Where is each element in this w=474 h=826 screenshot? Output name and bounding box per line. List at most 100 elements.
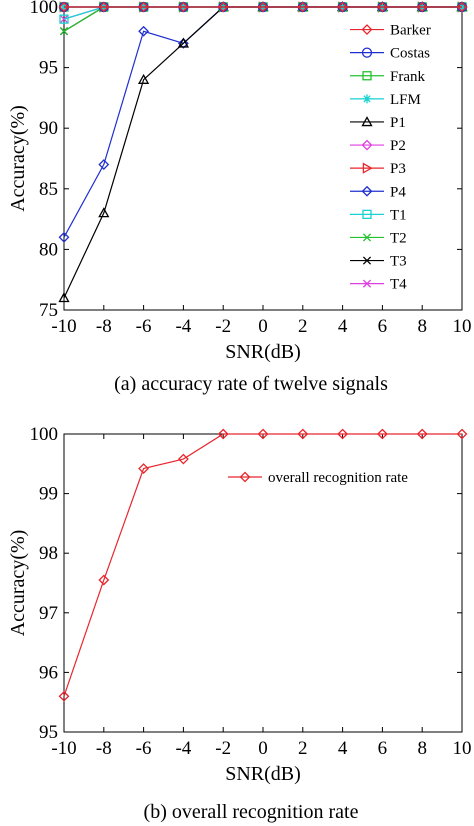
legend-marker [362,71,372,81]
data-point [297,428,309,440]
legend-entry: P1 [350,115,406,131]
data-point [376,1,388,13]
legend-label: T3 [390,254,407,270]
x-axis-label: SNR(dB) [225,341,301,363]
y-tick-label: 85 [39,179,58,200]
legend-marker [362,233,372,242]
legend-entry: Frank [350,69,425,85]
x-tick-label: 0 [258,738,268,759]
data-point [297,1,309,13]
legend-label: Frank [390,69,425,85]
chart-b: -10 -8 -6 -4 -2 0 2 4 6 8 10 95 96 97 98 99 100 SNR(dB) Ac… [7,424,472,823]
y-tick-label: 75 [39,300,58,321]
legend-marker [361,47,373,58]
data-point [98,207,110,218]
y-tick-label: 100 [30,0,59,18]
y-axis-label: Accuracy(%) [7,105,29,212]
data-point [58,231,70,243]
x-tick-label: -2 [215,316,231,337]
y-tick-label: 100 [30,424,59,445]
x-tick-label: -2 [215,738,231,759]
x-tick-label: -4 [175,316,191,337]
legend-label: Barker [390,23,431,39]
data-point [456,428,468,440]
x-tick-label: 0 [258,316,268,337]
y-tick-label: 96 [39,662,58,683]
legend-box [344,14,456,300]
data-point [257,428,269,440]
x-tick-label: 10 [453,738,472,759]
legend-label: T2 [390,230,407,246]
x-tick-label: 6 [378,738,388,759]
series-barker [58,1,468,13]
y-tick-label: 98 [39,543,58,564]
x-tick-label: 8 [417,738,427,759]
y-axis-label: Accuracy(%) [7,530,29,637]
legend-marker [362,94,372,104]
data-point [58,292,70,303]
data-point [98,574,110,586]
x-tick-label: 6 [378,316,388,337]
legend-marker [361,185,373,197]
data-point [59,27,69,36]
data-point [337,1,349,13]
y-tick-label: 80 [39,239,58,260]
legend-entry: P4 [350,184,406,200]
data-point [58,690,70,702]
legend-marker [239,471,251,483]
legend-label: P3 [390,161,406,177]
legend-entry: P3 [350,161,406,177]
y-tick-label: 99 [39,484,58,505]
x-tick-label: 2 [298,738,308,759]
legend-label: overall recognition rate [268,470,408,486]
legend-marker [361,139,373,151]
y-tick-label: 97 [39,603,58,624]
data-point [137,73,150,84]
legend-marker [361,24,373,35]
data-point [376,428,388,440]
data-point [456,1,468,13]
x-tick-label: 4 [338,738,348,759]
legend-label: T1 [390,207,407,223]
legend-marker [361,116,373,127]
data-point [58,1,70,13]
data-point [177,453,189,465]
x-tick-label: -10 [51,738,76,759]
x-tick-label: -8 [96,316,112,337]
chart-caption: (b) overall recognition rate [144,801,359,823]
legend-marker [362,279,372,288]
legend-entry: overall recognition rate [228,470,408,486]
legend-label: LFM [390,92,421,108]
legend-entry: T1 [350,207,407,223]
legend-marker [362,256,372,265]
series-line [63,433,462,697]
data-point [337,428,349,440]
legend-marker [362,209,372,220]
legend-label: Costas [390,46,430,62]
legend-label: T4 [390,277,407,293]
legend-entry: T4 [350,277,407,293]
data-point [177,37,190,48]
data-point [217,428,229,440]
chart-caption: (a) accuracy rate of twelve signals [114,373,388,395]
legend-label: P4 [390,184,406,200]
legend-entry: Barker [350,23,431,39]
x-tick-label: -10 [51,316,76,337]
legend: overall recognition rate [222,461,454,493]
data-point [177,1,189,13]
y-tick-label: 95 [39,722,58,743]
x-tick-label: -6 [136,316,152,337]
y-tick-label: 90 [39,118,58,139]
data-point [217,1,229,13]
legend: Barker Costas Frank LFM P1 P2 P3 P4 T1 T2 T3 T4 [344,14,456,300]
legend-entry: LFM [350,92,421,108]
data-point [416,428,428,440]
data-point [257,1,269,13]
data-point [59,14,69,24]
data-point [98,159,110,170]
data-point [138,1,150,13]
legend-label: P1 [390,115,406,131]
x-tick-label: 4 [338,316,348,337]
data-point [138,463,150,474]
